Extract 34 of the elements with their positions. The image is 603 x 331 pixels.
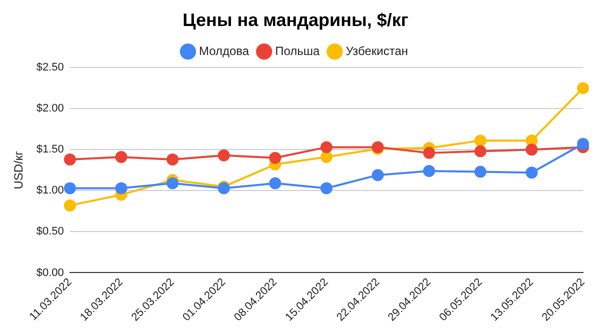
legend-label: Узбекистан bbox=[346, 44, 408, 58]
y-tick-label: $0.50 bbox=[36, 226, 64, 238]
y-tick-label: $1.00 bbox=[36, 184, 64, 197]
point bbox=[166, 177, 179, 190]
chart-title: Цены на мандарины, $/кг bbox=[182, 10, 409, 30]
point bbox=[474, 166, 486, 178]
point bbox=[320, 182, 332, 194]
point bbox=[269, 177, 282, 190]
point bbox=[577, 82, 589, 94]
point bbox=[526, 144, 538, 156]
point bbox=[526, 166, 538, 179]
legend-label: Польша bbox=[275, 44, 320, 58]
point bbox=[115, 182, 128, 194]
y-axis-title: USD/кг bbox=[12, 150, 26, 190]
point bbox=[577, 138, 589, 150]
point bbox=[64, 154, 76, 166]
point bbox=[320, 151, 332, 164]
point bbox=[166, 154, 179, 166]
point bbox=[218, 149, 230, 162]
y-tick-label: $2.00 bbox=[36, 102, 64, 115]
point bbox=[423, 164, 436, 177]
point bbox=[320, 141, 332, 154]
point bbox=[269, 152, 282, 164]
point bbox=[64, 199, 76, 212]
point bbox=[474, 134, 486, 147]
point bbox=[372, 169, 384, 182]
point bbox=[115, 151, 128, 164]
y-tick-label: $0.00 bbox=[36, 266, 64, 279]
point bbox=[423, 146, 436, 159]
legend-label: Молдова bbox=[198, 44, 250, 58]
point bbox=[64, 182, 76, 194]
y-tick-label: $2.50 bbox=[36, 62, 64, 74]
y-tick-label: $1.50 bbox=[36, 144, 64, 156]
point bbox=[474, 145, 486, 158]
